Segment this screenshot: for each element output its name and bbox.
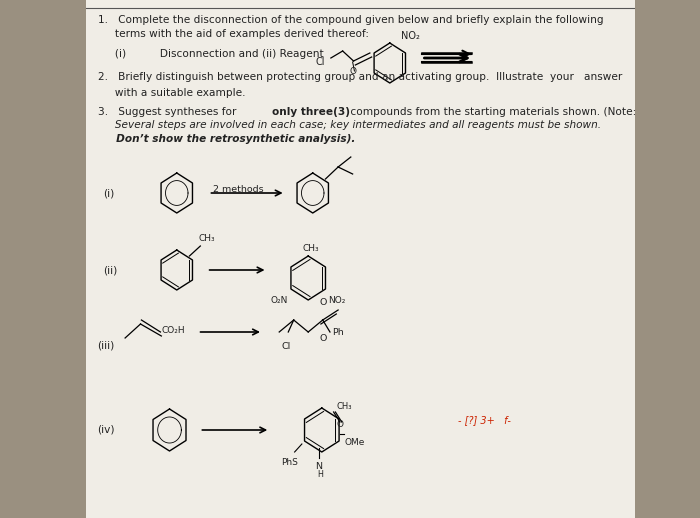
Text: (ii): (ii): [104, 265, 118, 275]
Text: - [?] 3+   f-: - [?] 3+ f-: [458, 415, 511, 425]
Text: Cl: Cl: [316, 57, 325, 67]
Text: Several steps are involved in each case; key intermediates and all reagents must: Several steps are involved in each case;…: [98, 120, 601, 131]
Text: O: O: [319, 298, 326, 307]
Text: (i)          Disconnection and (ii) Reagent: (i) Disconnection and (ii) Reagent: [98, 49, 323, 59]
Text: OMe: OMe: [344, 438, 365, 447]
Text: Ph: Ph: [332, 328, 344, 337]
FancyBboxPatch shape: [85, 0, 634, 518]
Text: 3.   Suggest syntheses for: 3. Suggest syntheses for: [98, 107, 239, 117]
Text: with a suitable example.: with a suitable example.: [98, 88, 246, 98]
Text: N: N: [316, 462, 323, 471]
Text: (iv): (iv): [97, 425, 115, 435]
Text: O₂N: O₂N: [270, 296, 288, 305]
Text: (iii): (iii): [97, 341, 114, 351]
Text: NO₂: NO₂: [400, 31, 419, 41]
Text: (i): (i): [104, 188, 115, 198]
Text: compounds from the starting materials shown. (Note:: compounds from the starting materials sh…: [347, 107, 636, 117]
Text: Don’t show the retrosynthetic analysis).: Don’t show the retrosynthetic analysis).: [98, 134, 356, 144]
Text: O: O: [319, 334, 326, 343]
Text: CH₃: CH₃: [336, 402, 352, 411]
Text: CH₃: CH₃: [303, 244, 319, 253]
Text: CO₂H: CO₂H: [162, 326, 185, 335]
Text: 2 methods: 2 methods: [213, 185, 264, 194]
Text: Cl: Cl: [281, 342, 290, 351]
Text: O: O: [349, 67, 356, 76]
Text: terms with the aid of examples derived thereof:: terms with the aid of examples derived t…: [98, 28, 369, 38]
Text: 2.   Briefly distinguish between protecting group and an activating group.  Illu: 2. Briefly distinguish between protectin…: [98, 71, 622, 82]
Text: only three(3): only three(3): [272, 107, 350, 117]
Text: CH₃: CH₃: [199, 234, 215, 243]
Text: H: H: [317, 470, 323, 479]
Text: NO₂: NO₂: [328, 296, 346, 305]
Text: O: O: [336, 420, 343, 429]
Text: 1.   Complete the disconnection of the compound given below and briefly explain : 1. Complete the disconnection of the com…: [98, 15, 603, 25]
Text: PhS: PhS: [281, 458, 298, 467]
